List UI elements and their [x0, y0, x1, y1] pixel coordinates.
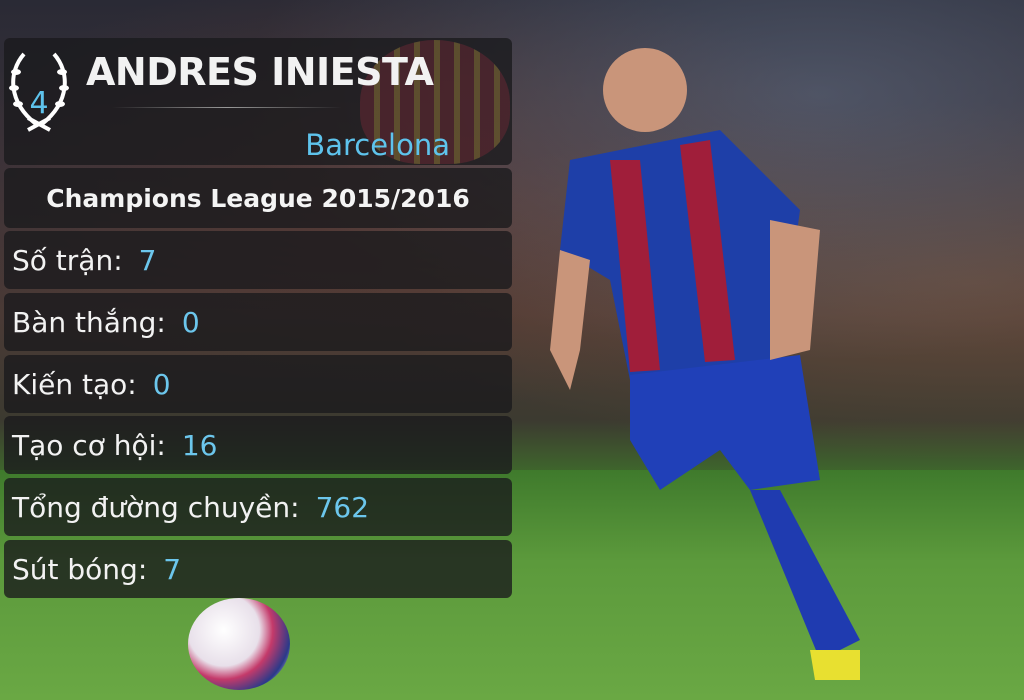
stat-label: Tổng đường chuyền:	[12, 490, 300, 524]
rank-number: 4	[29, 86, 49, 121]
competition-title: Champions League 2015/2016	[4, 168, 512, 228]
stat-value: 7	[138, 243, 157, 277]
stat-label: Sút bóng:	[12, 552, 148, 586]
player-name: ANDRES INIESTA	[86, 50, 434, 94]
club-name: Barcelona	[305, 128, 450, 162]
stat-row: Bàn thắng: 0	[4, 293, 512, 351]
football	[188, 598, 290, 690]
stat-value: 16	[181, 428, 218, 462]
stat-row: Sút bóng: 7	[4, 540, 512, 598]
stat-label: Bàn thắng:	[12, 305, 166, 339]
player-header-panel	[4, 38, 512, 165]
stat-row: Kiến tạo: 0	[4, 355, 512, 413]
stat-value: 7	[163, 552, 182, 586]
stat-row: Tạo cơ hội: 16	[4, 416, 512, 474]
stat-row: Số trận: 7	[4, 231, 512, 289]
stat-value: 0	[152, 367, 171, 401]
stat-label: Kiến tạo:	[12, 367, 137, 401]
stat-label: Số trận:	[12, 243, 123, 277]
stat-value: 762	[315, 490, 370, 524]
laurel-wreath-icon	[9, 52, 69, 132]
stat-label: Tạo cơ hội:	[12, 428, 166, 462]
stat-row: Tổng đường chuyền: 762	[4, 478, 512, 536]
stat-value: 0	[181, 305, 200, 339]
player-photo	[550, 48, 860, 680]
divider	[112, 107, 342, 108]
club-crest-watermark	[360, 40, 510, 164]
